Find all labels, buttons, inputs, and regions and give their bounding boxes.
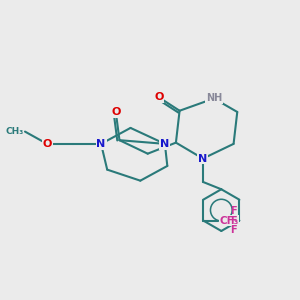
Text: NH: NH bbox=[206, 94, 222, 103]
Text: O: O bbox=[154, 92, 164, 102]
Text: CF₃: CF₃ bbox=[219, 216, 238, 226]
Text: N: N bbox=[160, 139, 170, 149]
Text: N: N bbox=[96, 139, 106, 149]
Text: O: O bbox=[111, 107, 121, 117]
Text: N: N bbox=[198, 154, 208, 164]
Text: CH₃: CH₃ bbox=[5, 127, 24, 136]
Text: O: O bbox=[42, 139, 52, 149]
Text: F: F bbox=[230, 206, 237, 216]
Text: F: F bbox=[230, 225, 237, 235]
Text: F: F bbox=[230, 216, 237, 226]
